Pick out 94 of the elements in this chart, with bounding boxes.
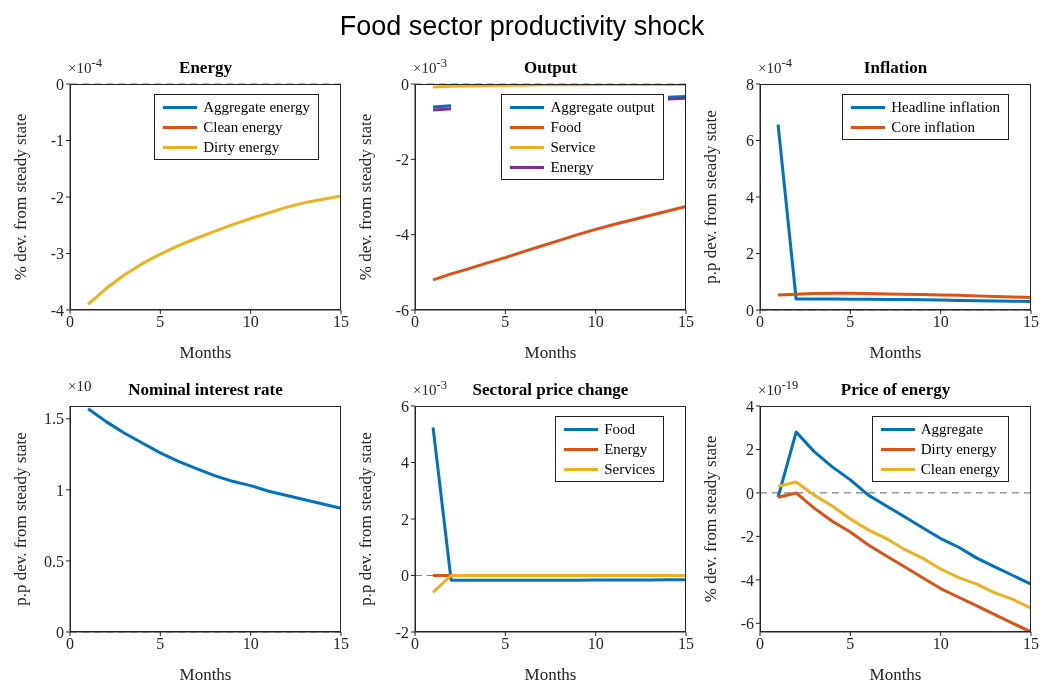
legend-label: Aggregate energy [203, 99, 310, 115]
y-tick-label: 6 [401, 397, 409, 415]
y-tick-label: 2 [746, 245, 754, 263]
line-series [776, 123, 1031, 304]
x-tick-label: 15 [678, 313, 694, 331]
text: ×10$^{-3}$ [413, 378, 447, 399]
text: ×10$^{-19}$ [758, 378, 799, 399]
x-tick-label: 5 [846, 313, 855, 331]
x-axis-title: Months [869, 665, 922, 684]
x-tick-label: 5 [501, 313, 510, 331]
x-tick-label: 15 [1023, 313, 1039, 331]
y-axis-title: p.p dev. from steady state [701, 110, 721, 284]
line-series [776, 480, 1031, 610]
chart-title: Nominal interest rate [128, 380, 283, 399]
text: ×10 [68, 378, 92, 395]
y-tick-label: 2 [401, 510, 409, 528]
legend-label: Service [550, 139, 596, 155]
y-tick-label: -6 [395, 301, 409, 319]
y-tick-label: 0.5 [44, 552, 64, 570]
x-tick-label: 5 [846, 635, 855, 653]
chart-title: Price of energy [840, 380, 951, 399]
legend-label: Headline inflation [891, 99, 1000, 115]
x-axis-title: Months [179, 343, 232, 362]
x-axis-title: Months [524, 665, 577, 684]
y-tick-label: 4 [401, 454, 409, 472]
x-tick-label: 10 [932, 313, 949, 331]
x-tick-label: 15 [333, 635, 349, 653]
y-tick-label: -3 [50, 245, 64, 263]
y-tick-label: 4 [746, 397, 754, 415]
y-tick-label: 1.5 [44, 410, 64, 428]
text: ×10$^{-4}$ [68, 56, 102, 77]
y-tick-label: 1 [56, 481, 64, 499]
y-tick-label: -4 [395, 226, 409, 244]
y-tick-label: -4 [50, 301, 64, 319]
x-tick-label: 5 [501, 635, 510, 653]
legend-label: Energy [604, 441, 648, 457]
chart-title: Sectoral price change [472, 380, 629, 399]
y-tick-label: 0 [401, 567, 409, 585]
legend-label: Dirty energy [920, 441, 997, 457]
x-tick-label: 15 [678, 635, 694, 653]
y-tick-label: 0 [746, 301, 754, 319]
x-axis-title: Months [179, 665, 232, 684]
line-series [86, 194, 341, 306]
line-series [431, 425, 686, 582]
text: ×10$^{-4}$ [758, 56, 792, 77]
y-tick-label: 6 [746, 132, 754, 150]
x-tick-label: 10 [587, 313, 604, 331]
text: Food sector productivity shock [338, 10, 706, 43]
y-tick-label: 2 [746, 441, 754, 459]
x-tick-label: 10 [587, 635, 604, 653]
x-tick-label: 10 [242, 313, 259, 331]
text: ×10$^{-3}$ [413, 56, 447, 77]
chart-title: Output [524, 58, 577, 77]
y-tick-label: 4 [746, 188, 754, 206]
y-axis-title: % dev. from steady state [356, 113, 376, 281]
x-tick-label: 15 [1023, 635, 1039, 653]
y-tick-label: -2 [740, 528, 754, 546]
line-series [776, 491, 1031, 632]
y-tick-label: 0 [56, 75, 64, 93]
x-tick-label: 10 [242, 635, 259, 653]
y-tick-label: 0 [56, 623, 64, 641]
y-tick-label: -1 [50, 132, 64, 150]
x-axis-title: Months [524, 343, 577, 362]
y-tick-label: -2 [50, 188, 64, 206]
x-tick-label: 5 [156, 635, 165, 653]
y-tick-label: -4 [740, 571, 754, 589]
legend-label: Services [604, 461, 655, 477]
y-tick-label: 0 [401, 75, 409, 93]
y-axis-title: % dev. from steady state [11, 113, 31, 281]
legend-label: Food [604, 421, 636, 437]
x-tick-label: 5 [156, 313, 165, 331]
legend-label: Energy [550, 159, 594, 175]
y-tick-label: -2 [395, 623, 409, 641]
legend-label: Clean energy [203, 119, 283, 135]
y-tick-label: -6 [740, 614, 754, 632]
line-series [86, 407, 341, 510]
legend-label: Core inflation [891, 119, 976, 135]
x-axis-title: Months [869, 343, 922, 362]
x-tick-label: 10 [932, 635, 949, 653]
legend-label: Aggregate [920, 421, 984, 437]
legend-label: Aggregate output [550, 99, 655, 115]
y-axis-title: % dev. from steady state [701, 435, 721, 603]
y-tick-label: 0 [746, 484, 754, 502]
x-tick-label: 15 [333, 313, 349, 331]
y-tick-label: 8 [746, 75, 754, 93]
y-axis-title: p.p dev. from steady state [11, 432, 31, 606]
y-tick-label: -2 [395, 151, 409, 169]
chart-title: Energy [179, 58, 232, 77]
y-axis-title: p.p dev. from steady state [356, 432, 376, 606]
legend-label: Dirty energy [203, 139, 280, 155]
legend-label: Clean energy [920, 461, 1000, 477]
line-series [431, 204, 686, 282]
legend-label: Food [550, 119, 582, 135]
chart-title: Inflation [863, 58, 928, 77]
